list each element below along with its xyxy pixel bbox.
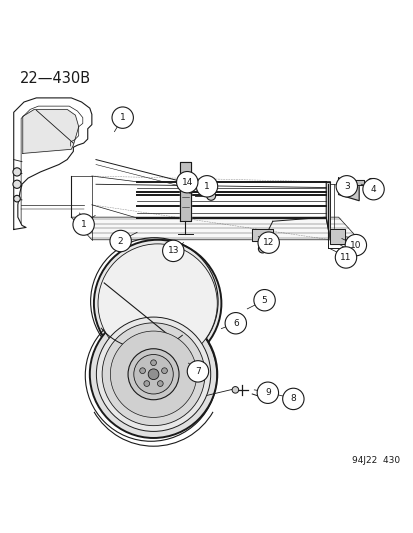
Text: 14: 14 [181, 177, 192, 187]
Polygon shape [23, 109, 78, 154]
Circle shape [102, 323, 204, 426]
Text: 2: 2 [118, 237, 123, 246]
Polygon shape [354, 180, 363, 185]
Circle shape [282, 388, 303, 409]
Circle shape [161, 368, 167, 374]
Circle shape [94, 240, 221, 367]
Circle shape [14, 196, 20, 202]
Text: 7: 7 [195, 367, 200, 376]
Text: 4: 4 [370, 185, 375, 193]
Circle shape [150, 360, 156, 366]
Text: 9: 9 [264, 388, 270, 397]
Circle shape [13, 180, 21, 188]
Circle shape [98, 244, 217, 363]
Text: 10: 10 [349, 240, 361, 249]
Circle shape [157, 381, 163, 386]
Text: 8: 8 [290, 394, 296, 403]
Text: 1: 1 [204, 182, 209, 191]
Text: 11: 11 [339, 253, 351, 262]
Circle shape [96, 317, 210, 431]
Polygon shape [338, 178, 358, 201]
Circle shape [90, 311, 217, 438]
Text: 1: 1 [81, 220, 86, 229]
Circle shape [366, 179, 375, 187]
Circle shape [73, 214, 94, 235]
Text: 94J22  430: 94J22 430 [351, 456, 399, 465]
Circle shape [256, 382, 278, 403]
Circle shape [13, 168, 21, 176]
Circle shape [196, 175, 217, 197]
Circle shape [139, 368, 145, 374]
Polygon shape [71, 217, 358, 240]
Circle shape [187, 361, 208, 382]
Polygon shape [180, 161, 190, 221]
Circle shape [335, 247, 356, 268]
Circle shape [206, 191, 215, 200]
Text: 1: 1 [119, 113, 125, 122]
Circle shape [225, 312, 246, 334]
Circle shape [261, 393, 266, 399]
Text: 6: 6 [233, 319, 238, 328]
Polygon shape [325, 182, 330, 240]
Text: 3: 3 [343, 182, 349, 191]
Text: 13: 13 [167, 246, 178, 255]
Circle shape [144, 381, 149, 386]
Text: 5: 5 [261, 296, 267, 305]
Polygon shape [252, 230, 272, 241]
Circle shape [128, 349, 178, 400]
Circle shape [112, 107, 133, 128]
Circle shape [351, 235, 359, 243]
Circle shape [110, 230, 131, 252]
Circle shape [258, 245, 266, 253]
Circle shape [148, 369, 159, 379]
Circle shape [344, 235, 366, 256]
Circle shape [343, 246, 351, 254]
Circle shape [176, 172, 197, 193]
Text: 22—430B: 22—430B [20, 71, 91, 86]
Circle shape [335, 175, 357, 197]
Circle shape [362, 179, 383, 200]
Text: 12: 12 [262, 238, 274, 247]
Circle shape [110, 331, 196, 417]
Circle shape [253, 289, 275, 311]
Polygon shape [329, 230, 344, 244]
Circle shape [133, 354, 173, 394]
Circle shape [232, 386, 238, 393]
Circle shape [162, 240, 183, 262]
Circle shape [257, 232, 279, 253]
